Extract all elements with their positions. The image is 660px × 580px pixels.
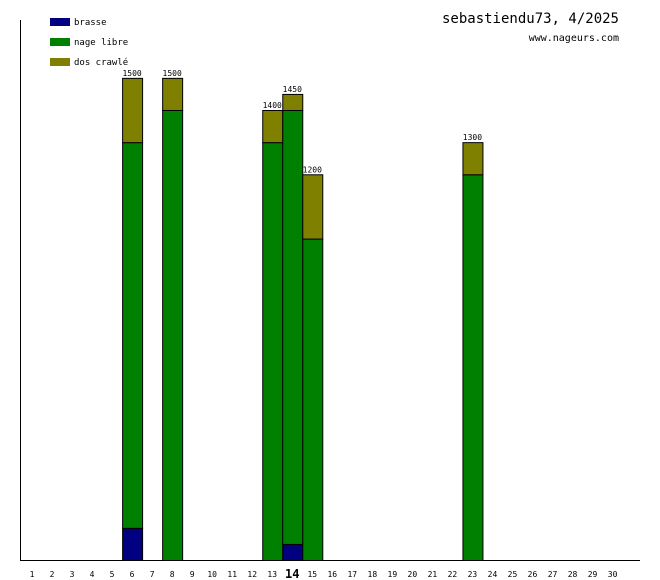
bar-nage-libre-day-23 — [462, 174, 484, 562]
x-tick-label: 10 — [207, 570, 217, 579]
x-tick-label: 11 — [227, 570, 237, 579]
site-url: www.nageurs.com — [529, 33, 619, 44]
total-label: 1200 — [303, 165, 322, 174]
bar-dos-crawlé-day-13 — [262, 110, 284, 144]
x-tick-label: 22 — [448, 570, 458, 579]
bars — [122, 77, 484, 562]
x-tick-label: 8 — [170, 570, 175, 579]
total-label: 1400 — [263, 101, 282, 110]
x-tick-label: 18 — [368, 570, 378, 579]
x-tick-labels: 1 2 3 4 5 6 7 8 9 10 11 12 13 14 15 16 17 18 19 20 21 22 23 24 2… — [30, 567, 618, 580]
x-tick-label: 23 — [468, 570, 478, 579]
legend-label: brasse — [74, 18, 107, 28]
x-tick-label: 21 — [428, 570, 438, 579]
x-tick-label: 6 — [130, 570, 135, 579]
total-label: 1500 — [122, 69, 141, 78]
x-tick-label: 16 — [327, 570, 337, 579]
bar-brasse-day-6 — [122, 527, 144, 561]
bar-nage-libre-day-13 — [262, 142, 284, 561]
x-tick-label: 4 — [90, 570, 95, 579]
x-tick-label: 26 — [528, 570, 538, 579]
x-tick-label: 24 — [488, 570, 498, 579]
chart-title: sebastiendu73, 4/2025 — [442, 11, 619, 27]
bar-nage-libre-day-15 — [302, 238, 324, 561]
x-tick-label: 17 — [347, 570, 357, 579]
x-tick-label: 5 — [110, 570, 115, 579]
x-tick-label: 12 — [247, 570, 257, 579]
bar-nage-libre-day-6 — [122, 142, 144, 529]
legend-swatch-dos-crawlé — [50, 58, 70, 66]
total-label: 1500 — [163, 69, 182, 78]
legend-swatch-brasse — [50, 18, 70, 26]
x-tick-label: 19 — [388, 570, 398, 579]
legend-label: dos crawlé — [74, 57, 128, 68]
bar-nage-libre-day-8 — [162, 110, 184, 561]
bar-dos-crawlé-day-6 — [122, 77, 144, 144]
x-tick-label: 25 — [508, 570, 518, 579]
bar-dos-crawlé-day-23 — [462, 142, 484, 176]
x-tick-label: 15 — [307, 570, 317, 579]
bar-nage-libre-day-14 — [282, 110, 304, 545]
x-tick-label: 7 — [150, 570, 155, 579]
x-tick-label: 2 — [50, 570, 55, 579]
x-tick-label: 3 — [70, 570, 75, 579]
bar-dos-crawlé-day-15 — [302, 174, 324, 240]
total-label: 1450 — [283, 85, 302, 94]
x-tick-label: 27 — [548, 570, 558, 579]
x-tick-label: 13 — [267, 570, 277, 579]
x-tick-label: 28 — [568, 570, 578, 579]
x-tick-label: 14 — [285, 567, 299, 580]
x-tick-label: 30 — [608, 570, 618, 579]
bar-brasse-day-14 — [282, 543, 304, 562]
legend-label: nage libre — [74, 38, 128, 48]
total-label: 1300 — [463, 133, 482, 142]
bar-dos-crawlé-day-8 — [162, 77, 184, 111]
x-tick-label: 1 — [30, 570, 35, 579]
x-tick-label: 9 — [190, 570, 195, 579]
x-tick-label: 20 — [408, 570, 418, 579]
legend-swatch-nage-libre — [50, 38, 70, 46]
legend: brasse nage libre dos crawlé — [50, 18, 128, 68]
bar-dos-crawlé-day-14 — [282, 93, 304, 112]
x-tick-label: 29 — [588, 570, 598, 579]
